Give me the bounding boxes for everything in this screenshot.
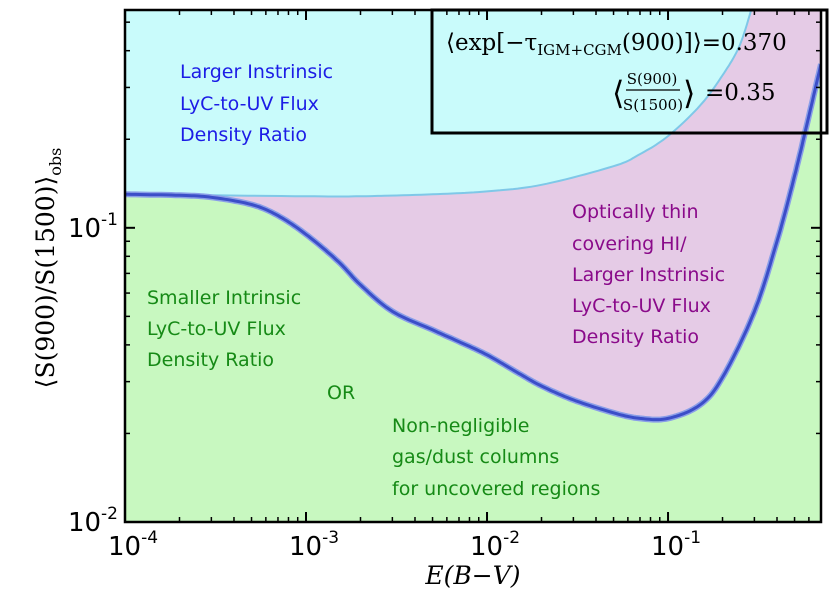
major-ticks <box>124 10 821 523</box>
y-axis-label: ⟨S(900)/S(1500)⟩obs <box>31 148 65 389</box>
label-lower-line: Density Ratio <box>147 349 274 371</box>
annotation-line-1: ⟨exp[−τIGM+CGM(900)]⟩=0.370 <box>446 30 787 59</box>
model-curve <box>125 63 821 422</box>
upper-boundary-line <box>125 10 753 198</box>
x-tick-label: 10-4 <box>108 528 158 562</box>
y-axis-label-main: ⟨S(900)/S(1500)⟩ <box>31 176 60 389</box>
x-tick-label: 10-1 <box>651 528 701 562</box>
label-lower-line: LyC-to-UV Flux <box>147 318 286 340</box>
x-tick-label: 10-3 <box>289 528 339 562</box>
y-axis-label-sub: obs <box>46 148 65 176</box>
x-axis-label: E(B−V) <box>424 561 520 590</box>
y-tick-label: 10-2 <box>68 504 118 538</box>
label-upper-line: Larger Instrinsic <box>180 61 333 83</box>
annotation-bracket-left: ⟨ <box>612 74 624 112</box>
y-tick-label: 10-1 <box>68 210 118 244</box>
label-middle-line: Larger Instrinsic <box>572 264 725 286</box>
x-tick-label: 10-2 <box>470 528 520 562</box>
label-lower-alt-line: Non-negligible <box>392 415 529 437</box>
label-middle-line: Density Ratio <box>572 326 699 348</box>
region-lower <box>125 64 821 522</box>
annotation-bracket-right: ⟩ <box>683 74 695 112</box>
annotation-line-2-value: =0.35 <box>705 80 775 106</box>
annotation-fraction-den: S(1500) <box>623 96 683 114</box>
label-lower-line: Smaller Intrinsic <box>147 287 301 309</box>
x-tick-labels: 10-4 10-3 10-2 10-1 <box>108 528 701 562</box>
label-upper-line: Density Ratio <box>180 124 307 146</box>
annotation-fraction-num: S(900) <box>627 70 678 88</box>
label-upper-region: Larger Instrinsic LyC-to-UV Flux Density… <box>180 61 333 146</box>
label-lower-alt-line: for uncovered regions <box>392 478 600 500</box>
annotation-box <box>430 8 829 135</box>
label-upper-line: LyC-to-UV Flux <box>180 93 319 115</box>
label-or: OR <box>327 382 355 404</box>
label-middle-line: LyC-to-UV Flux <box>572 295 711 317</box>
label-lower-alt-line: gas/dust columns <box>392 446 559 468</box>
label-middle-line: Optically thin <box>572 201 699 223</box>
y-tick-labels: 10-2 10-1 <box>68 210 118 538</box>
label-middle-line: covering HI/ <box>572 233 687 255</box>
region-middle <box>125 10 821 420</box>
label-lower-region: Smaller Intrinsic LyC-to-UV Flux Density… <box>147 287 600 500</box>
label-middle-region: Optically thin covering HI/ Larger Instr… <box>572 201 725 348</box>
